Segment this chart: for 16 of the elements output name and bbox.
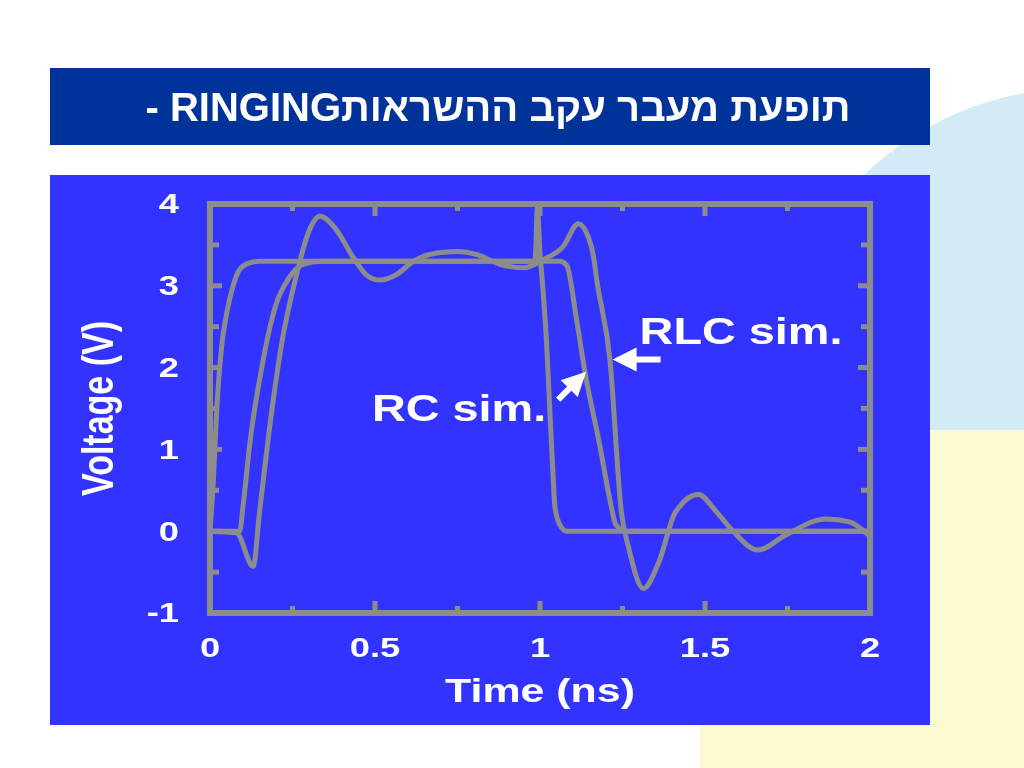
y-tick-label: 3	[158, 270, 179, 302]
chart-title: תופעת מעבר עקב ההשראותRINGING -	[145, 85, 851, 129]
annotation: RLC sim.	[639, 311, 843, 352]
y-tick-label: -1	[146, 597, 179, 629]
y-axis-title: Voltage (V)	[72, 320, 122, 497]
annotation: RC sim.	[371, 388, 547, 429]
x-tick-label: 2	[859, 632, 881, 664]
y-tick-label: 4	[158, 188, 179, 220]
y-tick-label: 0	[158, 515, 179, 547]
y-tick-label: 2	[158, 352, 179, 384]
x-tick-label: 0	[199, 632, 221, 664]
y-tick-label: 1	[158, 433, 179, 465]
x-axis-title: Time (ns)	[445, 671, 635, 709]
x-tick-label: 0.5	[349, 632, 401, 664]
x-tick-label: 1.5	[679, 632, 731, 664]
x-tick-label: 1	[529, 632, 551, 664]
